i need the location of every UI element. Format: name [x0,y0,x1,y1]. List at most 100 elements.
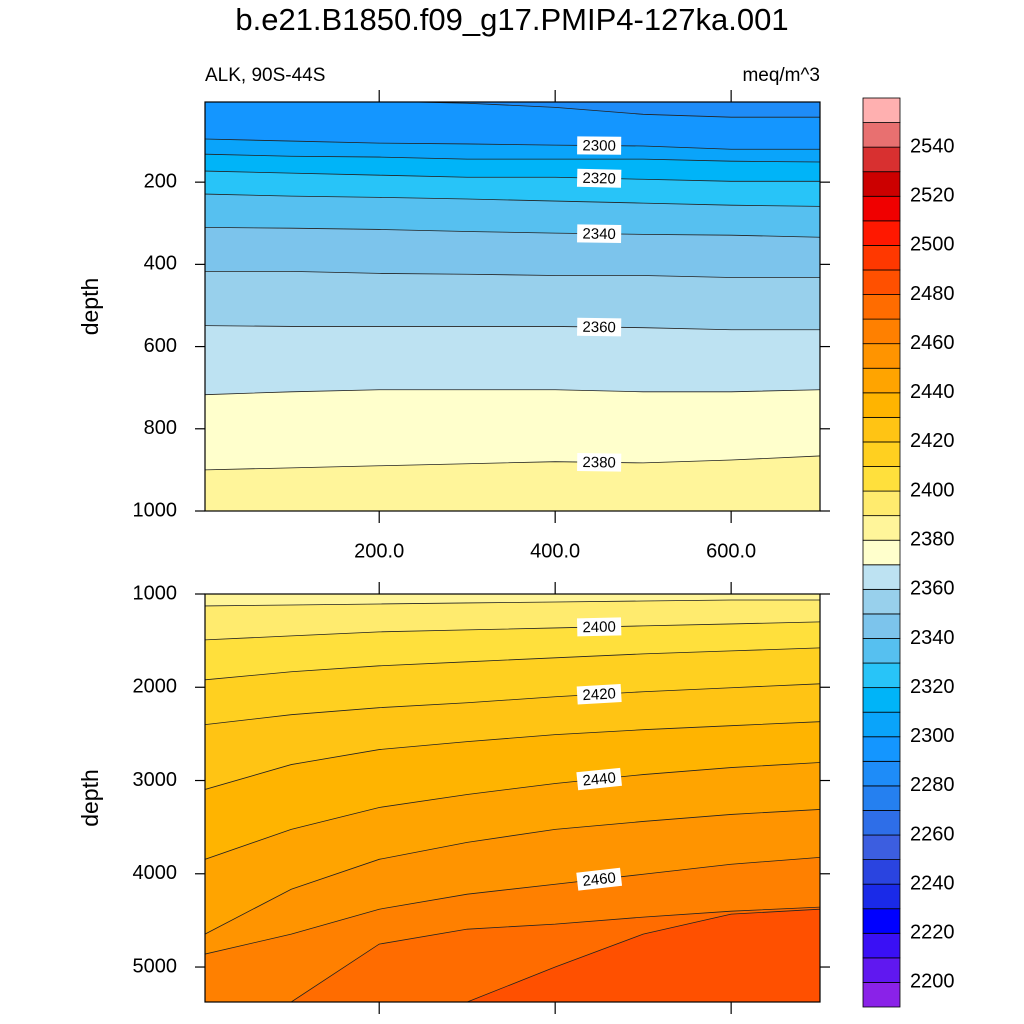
contour-label-bg [576,168,622,188]
contour-line [205,325,820,331]
colorbar-box [862,441,901,467]
contour-line [205,908,820,1002]
colorbar-box [862,760,901,787]
contour-label: 2440 [576,767,622,791]
contour-line [205,153,820,163]
contour-label: 2380 [577,452,622,472]
contour-label: 2460 [576,867,623,891]
contour-line [205,683,820,726]
y-tick-label: 2000 [133,676,178,698]
contour-line [205,856,820,955]
y-tick-label: 1000 [133,582,178,604]
contour-label-bg [576,767,622,791]
contour-line [205,621,820,641]
y-tick-label: 4000 [133,862,178,884]
colorbar-box [862,416,901,443]
contour-label-bg [577,452,622,472]
contour-label: 2340 [577,224,622,244]
contour-line [205,455,820,471]
colorbar-box [862,367,901,394]
colorbar-label: 2360 [910,578,955,600]
contour-line [205,170,820,182]
y-tick-label: 3000 [133,769,178,791]
colorbar-box [862,146,901,173]
colorbar-box [862,195,901,222]
colorbar-box [862,932,901,959]
y-tick-label: 600 [144,335,177,357]
colorbar-box [862,97,901,123]
colorbar-box [862,466,901,492]
contour-line [205,138,820,150]
colorbar-box [862,318,901,345]
colorbar-box [862,908,901,934]
colorbar-box [862,220,901,246]
contour-line [205,809,820,935]
colorbar-box [862,711,901,738]
colorbar-label: 2480 [910,283,955,305]
y-tick-label: 1000 [133,499,178,521]
contour-line [205,193,820,207]
contour-label: 2420 [576,684,622,705]
contour-label-text: 2400 [582,619,616,637]
colorbar-box [862,392,901,418]
contour-fill [205,909,820,1002]
contour-label-bg [577,224,622,244]
contour-line [205,762,820,860]
contour-label-bg [576,684,622,705]
y-tick-label: 5000 [133,955,178,977]
colorbar-label: 2260 [910,823,955,845]
colorbar-box [862,294,901,320]
contour-label-bg [576,867,623,891]
contour-label-text: 2300 [582,137,616,154]
y-tick-label: 400 [144,253,177,275]
colorbar-box [862,588,901,615]
colorbar-label: 2400 [910,479,955,501]
contour-line [205,389,820,396]
colorbar-box [862,245,901,271]
colorbar-label: 2540 [910,135,955,157]
contour-fill [205,455,820,511]
contour-label: 2360 [577,317,622,337]
chart-title: b.e21.B1850.f09_g17.PMIP4-127ka.001 [235,2,788,37]
contour-label-text: 2360 [582,319,616,336]
colorbar-label: 2280 [910,774,955,796]
colorbar-box [862,957,901,983]
contour-line [397,102,820,118]
contour-label-bg [577,136,622,155]
contour-label-text: 2420 [582,685,616,704]
colorbar-box [862,662,901,689]
contour-label-bg [576,617,622,637]
y-axis-label: depth [77,769,103,827]
colorbar-box [862,613,901,639]
contour-label-text: 2380 [582,454,616,471]
colorbar-box [862,343,901,369]
contour-line [205,721,820,790]
colorbar-box [862,638,901,664]
colorbar-box [862,883,901,910]
subtitle: ALK, 90S-44S [205,65,325,86]
colorbar-box [862,736,901,762]
colorbar-label: 2500 [910,234,955,256]
contour-line [205,270,820,278]
colorbar-label: 2240 [910,872,955,894]
contour-label: 2300 [577,136,622,155]
contour-label-text: 2460 [582,869,617,890]
colorbar-label: 2520 [910,185,955,207]
plot-frame [204,101,821,512]
colorbar-label: 2220 [910,922,955,944]
plot-frame [204,593,821,1003]
colorbar-box [862,564,901,590]
contour-label-bg [577,317,622,337]
x-tick-label: 200.0 [354,540,404,562]
colorbar-box [862,515,901,541]
colorbar-label: 2320 [910,676,955,698]
colorbar-box [862,810,901,836]
contour-label-text: 2440 [582,769,617,789]
colorbar-box [862,785,901,811]
colorbar-box [862,269,901,295]
colorbar-label: 2440 [910,381,955,403]
y-axis-label: depth [77,278,103,336]
colorbar-box [862,982,901,1008]
contour-line [205,599,820,607]
x-tick-label: 600.0 [706,540,756,562]
